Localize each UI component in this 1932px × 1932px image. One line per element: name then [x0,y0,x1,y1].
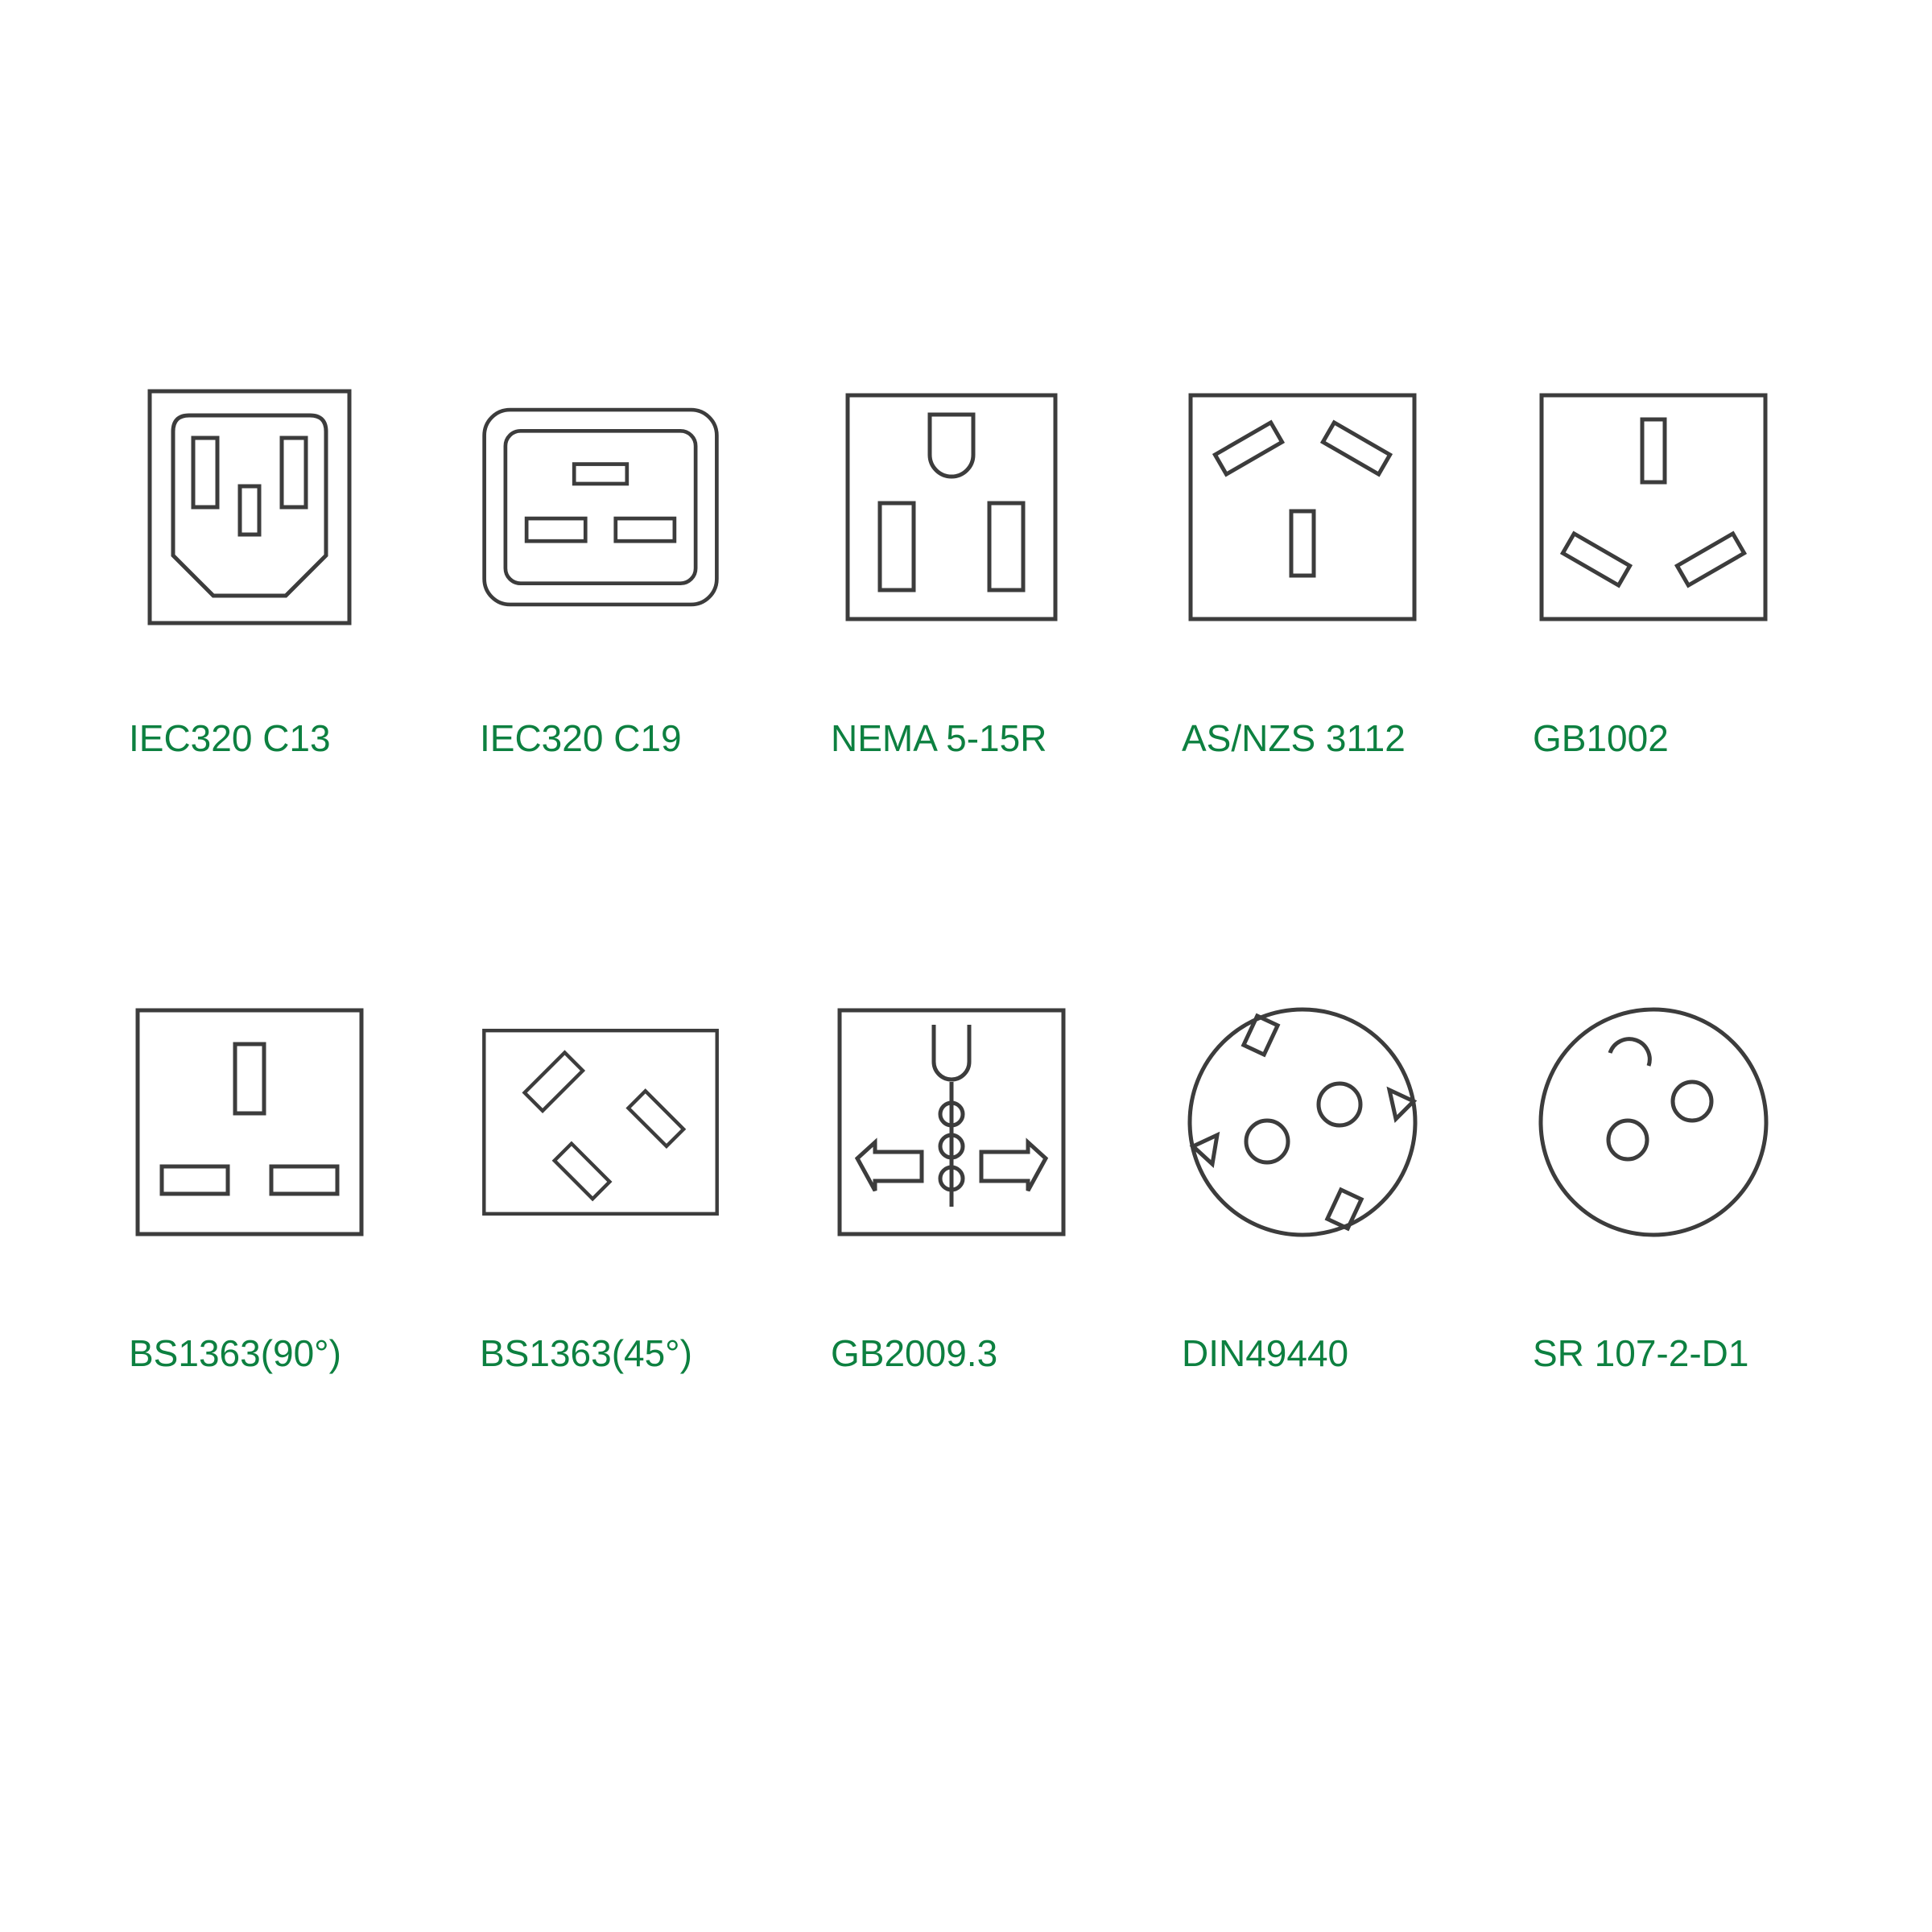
bs1363-45-icon [480,1001,721,1243]
label-bs1363-45: BS1363(45°) [480,1331,692,1375]
label-sr-107-2-d1: SR 107-2-D1 [1533,1331,1748,1375]
iec320-c19-icon [480,386,721,628]
label-din49440: DIN49440 [1182,1331,1348,1375]
cell-sr-107-2-d1: SR 107-2-D1 [1533,1001,1803,1375]
din49440-icon [1182,1001,1423,1243]
label-iec320-c19: IEC320 C19 [480,716,682,760]
cell-iec320-c19: IEC320 C19 [480,386,750,760]
cell-bs1363-90: BS1363(90°) [129,1001,399,1375]
label-as-nzs-3112: AS/NZS 3112 [1182,716,1406,760]
cell-nema-5-15r: NEMA 5-15R [831,386,1101,760]
cell-din49440: DIN49440 [1182,1001,1452,1375]
label-iec320-c13: IEC320 C13 [129,716,331,760]
as-nzs-3112-icon [1182,386,1423,628]
cell-bs1363-45: BS1363(45°) [480,1001,750,1375]
gb2009-3-icon [831,1001,1072,1243]
label-nema-5-15r: NEMA 5-15R [831,716,1046,760]
label-gb2009-3: GB2009.3 [831,1331,997,1375]
sr-107-2-d1-icon [1533,1001,1774,1243]
iec320-c13-icon [129,386,370,628]
cell-iec320-c13: IEC320 C13 [129,386,399,760]
bs1363-90-icon [129,1001,370,1243]
nema-5-15r-icon [831,386,1072,628]
cell-gb2009-3: GB2009.3 [831,1001,1101,1375]
cell-gb1002: GB1002 [1533,386,1803,760]
socket-grid: IEC320 C13 IEC320 C19 NEMA 5-15R [129,386,1803,1375]
label-bs1363-90: BS1363(90°) [129,1331,341,1375]
gb1002-icon [1533,386,1774,628]
label-gb1002: GB1002 [1533,716,1669,760]
cell-as-nzs-3112: AS/NZS 3112 [1182,386,1452,760]
